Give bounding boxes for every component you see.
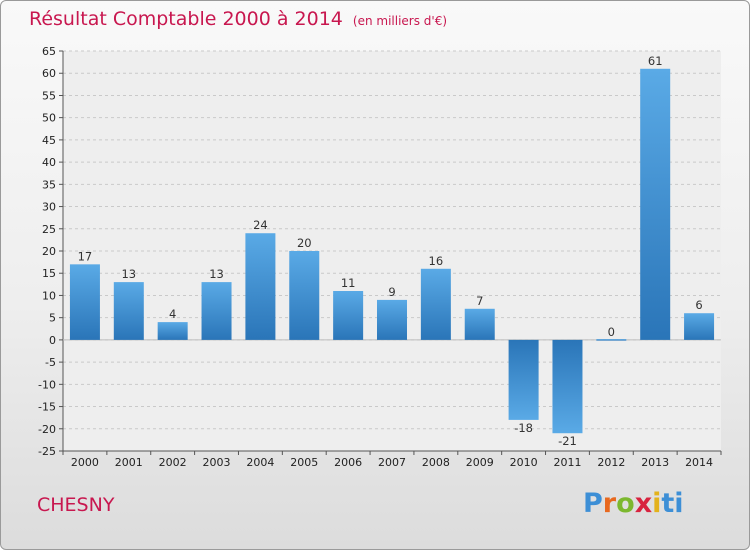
y-tick-label: -20 — [38, 423, 56, 436]
y-tick-label: -5 — [45, 356, 56, 369]
x-tick-label-2010: 2010 — [510, 456, 538, 469]
x-tick-label-2008: 2008 — [422, 456, 450, 469]
data-label-2005: 20 — [297, 236, 312, 250]
bar-2008 — [420, 268, 451, 340]
data-label-2013: 61 — [648, 54, 663, 68]
y-tick-label: 55 — [42, 89, 56, 102]
commune-name: CHESNY — [37, 494, 115, 516]
bar-2006 — [333, 291, 364, 340]
y-tick-label: -10 — [38, 378, 56, 391]
data-label-2000: 17 — [78, 249, 93, 263]
proxiti-logo: Proxiti — [583, 488, 684, 519]
data-label-2006: 11 — [341, 276, 356, 290]
bar-2012 — [596, 339, 627, 341]
x-tick-label-2001: 2001 — [115, 456, 143, 469]
data-label-2010: -18 — [514, 421, 533, 435]
y-tick-label: 60 — [42, 67, 56, 80]
logo-letter-x: x — [634, 488, 653, 519]
x-tick-label-2002: 2002 — [159, 456, 187, 469]
data-label-2001: 13 — [121, 267, 136, 281]
data-label-2003: 13 — [209, 267, 224, 281]
x-tick-label-2013: 2013 — [641, 456, 669, 469]
logo-letter-o: o — [616, 488, 635, 519]
bar-2010 — [508, 339, 539, 420]
y-tick-label: 45 — [42, 134, 56, 147]
y-tick-label: 50 — [42, 112, 56, 125]
bar-2004 — [245, 233, 276, 340]
bar-2007 — [377, 299, 407, 340]
x-tick-label-2007: 2007 — [378, 456, 406, 469]
x-tick-label-2003: 2003 — [203, 456, 231, 469]
y-tick-label: 20 — [42, 245, 56, 258]
logo-letter-r: r — [602, 488, 617, 519]
data-label-2011: -21 — [558, 434, 577, 448]
bar-2002 — [157, 322, 188, 340]
chart-title: Résultat Comptable 2000 à 2014 (en millie… — [29, 8, 447, 30]
data-label-2009: 7 — [476, 294, 483, 308]
y-tick-label: 10 — [42, 289, 56, 302]
bar-2005 — [289, 251, 320, 340]
data-label-2012: 0 — [608, 325, 615, 339]
x-tick-label-2006: 2006 — [334, 456, 362, 469]
chart-title-unit: (en milliers d'€) — [352, 14, 448, 28]
data-label-2008: 16 — [429, 254, 444, 268]
x-tick-label-2014: 2014 — [685, 456, 713, 469]
x-tick-label-2005: 2005 — [290, 456, 318, 469]
bar-2009 — [464, 308, 495, 340]
y-tick-label: 0 — [49, 334, 56, 347]
y-tick-label: 35 — [42, 178, 56, 191]
logo-letter-i: i — [652, 488, 662, 519]
y-tick-label: -25 — [38, 445, 56, 458]
x-tick-label-2004: 2004 — [246, 456, 274, 469]
data-label-2002: 4 — [169, 307, 176, 321]
bar-2011 — [552, 339, 583, 434]
y-tick-label: 65 — [42, 45, 56, 58]
x-tick-label-2012: 2012 — [597, 456, 625, 469]
x-tick-label-2011: 2011 — [553, 456, 581, 469]
y-tick-label: 25 — [42, 223, 56, 236]
bar-2001 — [113, 282, 144, 340]
y-tick-label: -15 — [38, 401, 56, 414]
data-label-2004: 24 — [253, 218, 268, 232]
y-tick-label: 15 — [42, 267, 56, 280]
logo-letter-ti: ti — [661, 488, 684, 519]
bar-2000 — [69, 264, 100, 340]
x-tick-label-2000: 2000 — [71, 456, 99, 469]
data-label-2007: 9 — [388, 285, 395, 299]
data-label-2014: 6 — [695, 298, 702, 312]
x-tick-label-2009: 2009 — [466, 456, 494, 469]
y-tick-label: 5 — [49, 312, 56, 325]
y-tick-label: 40 — [42, 156, 56, 169]
bar-2014 — [684, 313, 715, 340]
bar-2013 — [640, 68, 671, 340]
chart-title-text: Résultat Comptable 2000 à 2014 — [29, 8, 343, 30]
logo-letter-p: P — [583, 488, 603, 519]
y-tick-label: 30 — [42, 201, 56, 214]
bar-2003 — [201, 282, 232, 340]
